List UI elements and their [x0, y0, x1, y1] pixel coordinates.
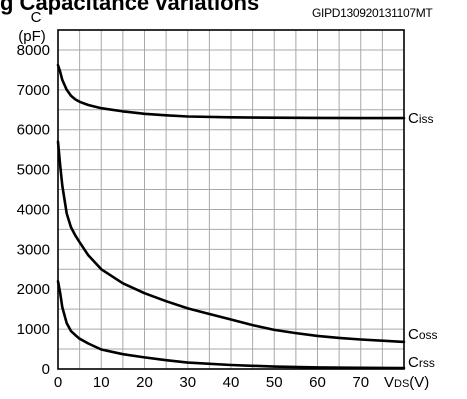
x-tick-label: 20	[136, 374, 153, 391]
series-label-coss: Coss	[408, 326, 438, 343]
x-tick-label: 40	[223, 374, 240, 391]
series-line-ciss	[56, 63, 406, 120]
y-tick-label: 6000	[17, 122, 50, 139]
y-tick-label: 3000	[17, 241, 50, 258]
y-tick-label: 5000	[17, 162, 50, 179]
y-tick-label: 4000	[17, 201, 50, 218]
tick-labels: 0 10 20 30 40 50 60 70 0 1000 2000 3000 4000 5000 6000…	[17, 42, 369, 391]
y-tick-label: 8000	[17, 42, 50, 59]
series-label-crss: Crss	[408, 354, 435, 371]
grid-lines	[58, 29, 404, 369]
y-tick-label: 0	[42, 361, 50, 378]
x-tick-label: 30	[179, 374, 196, 391]
figure-title-fragment: g Capacitance variations	[0, 0, 260, 15]
y-axis-label-unit: (pF)	[18, 28, 46, 45]
plot-frame	[57, 29, 405, 370]
y-tick-label: 7000	[17, 82, 50, 99]
axes	[57, 29, 405, 370]
x-tick-label: 60	[309, 374, 326, 391]
x-tick-label: 50	[266, 374, 283, 391]
series-labels: Ciss Coss Crss	[408, 110, 438, 371]
series-label-ciss: Ciss	[408, 110, 434, 127]
figure-code: GIPD130920131107MT	[312, 6, 433, 20]
y-axis-label-c: C	[31, 9, 42, 26]
series-line-coss	[56, 140, 406, 344]
series-line-crss	[56, 280, 406, 370]
series-lines	[56, 63, 406, 370]
x-tick-label: 70	[352, 374, 369, 391]
x-tick-label: 10	[93, 374, 110, 391]
x-axis-label: VDS(V)	[384, 374, 429, 391]
x-tick-label: 0	[54, 374, 62, 391]
y-tick-label: 1000	[17, 321, 50, 338]
y-tick-label: 2000	[17, 281, 50, 298]
